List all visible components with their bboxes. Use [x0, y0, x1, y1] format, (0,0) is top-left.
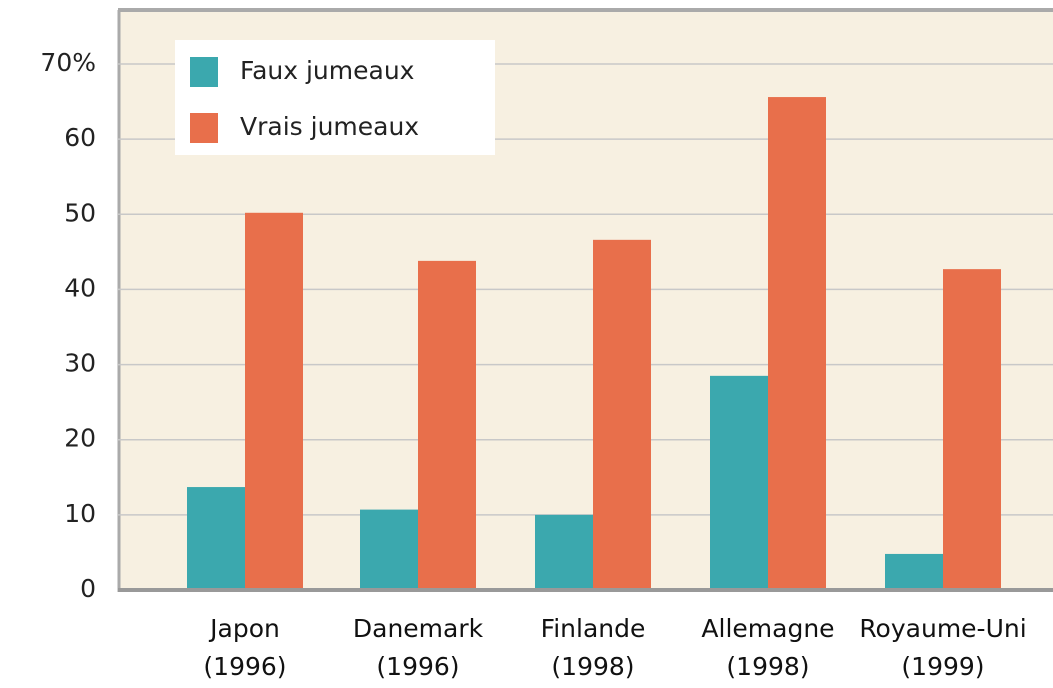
y-tick-label: 60 [64, 123, 96, 152]
y-tick-label: 70% [40, 48, 96, 77]
y-tick-label: 50 [64, 198, 96, 227]
bar [187, 487, 245, 590]
x-tick-label: Finlande (1998) [540, 614, 646, 681]
x-tick-label: Japon (1996) [203, 614, 287, 681]
bar [710, 375, 768, 590]
legend-label: Vrais jumeaux [240, 112, 419, 141]
legend-label: Faux jumeaux [240, 56, 414, 85]
y-tick-label: 30 [64, 349, 96, 378]
bar [418, 260, 476, 590]
bar [245, 212, 303, 591]
bar [535, 514, 593, 590]
legend-swatch [190, 113, 218, 143]
y-tick-label: 20 [64, 424, 96, 453]
bar [593, 239, 651, 590]
bar [360, 509, 418, 590]
x-tick-label: Allemagne (1998) [701, 614, 835, 681]
x-tick-label: Royaume-Uni (1999) [859, 614, 1027, 681]
y-tick-label: 10 [64, 499, 96, 528]
y-tick-label: 40 [64, 273, 96, 302]
legend-box [175, 40, 495, 155]
y-tick-label: 0 [80, 574, 96, 603]
bar [943, 269, 1001, 590]
bar [885, 553, 943, 590]
x-tick-label: Danemark (1996) [352, 614, 484, 681]
legend-swatch [190, 57, 218, 87]
bar [768, 97, 826, 590]
